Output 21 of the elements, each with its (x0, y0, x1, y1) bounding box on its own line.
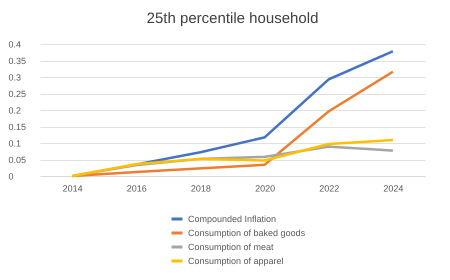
legend-label: Consumption of baked goods (188, 228, 306, 238)
x-tick-label: 2016 (126, 184, 147, 194)
y-tick-label: 0.1 (8, 138, 22, 148)
x-tick-label: 2022 (319, 184, 340, 194)
legend-label: Consumption of apparel (188, 256, 284, 266)
y-tick-label: 0.15 (8, 122, 26, 132)
y-tick-label: 0.2 (8, 106, 22, 116)
y-tick-label: 0.05 (8, 155, 26, 165)
x-tick-label: 2020 (255, 184, 276, 194)
y-tick-label: 0.4 (8, 40, 22, 50)
legend-label: Consumption of meat (188, 242, 274, 252)
y-tick-label: 0.35 (8, 56, 26, 66)
x-tick-label: 2024 (383, 184, 404, 194)
chart-title: 25th percentile household (146, 10, 318, 27)
line-series (70, 138, 394, 178)
y-tick-label: 0 (8, 172, 14, 182)
y-tick-label: 0.25 (8, 89, 26, 99)
legend-label: Compounded Inflation (188, 214, 276, 224)
y-tick-label: 0.3 (8, 72, 22, 82)
x-tick-label: 2014 (62, 184, 83, 194)
x-tick-label: 2018 (190, 184, 211, 194)
